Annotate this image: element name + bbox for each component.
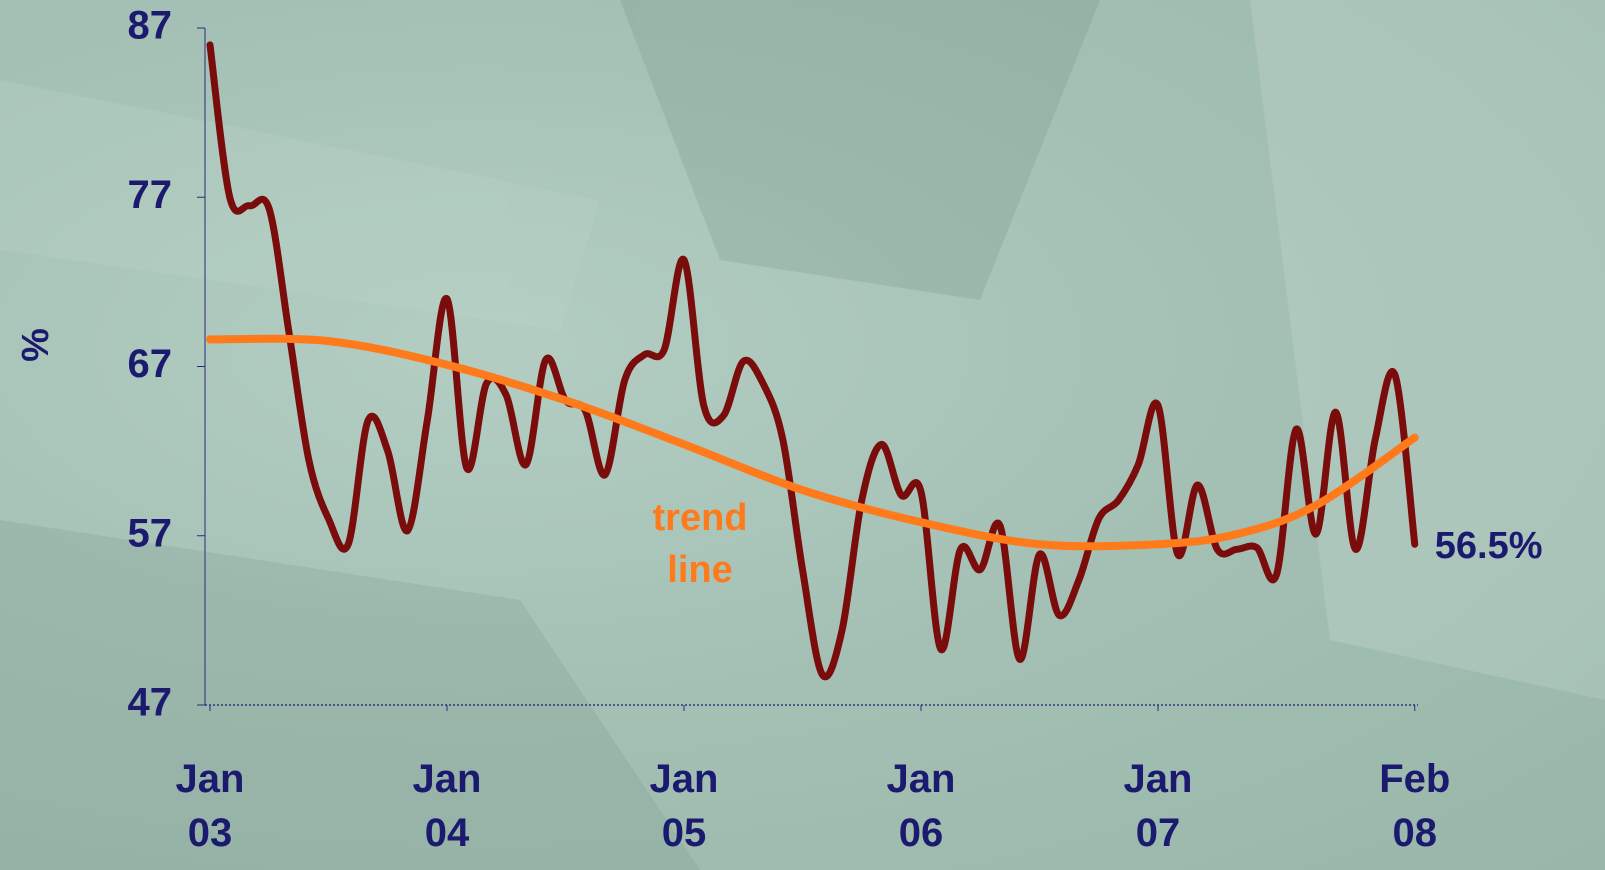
x-tick-label: Jan 04 <box>402 752 492 860</box>
y-tick-label: 67 <box>128 342 173 386</box>
value-label: 56.5% <box>1435 525 1543 567</box>
y-tick-label: 47 <box>128 681 173 725</box>
x-tick-label: Jan 06 <box>876 752 966 860</box>
y-tick-label: 87 <box>128 4 173 48</box>
trend-line <box>210 339 1415 547</box>
x-tick-label: Jan 05 <box>639 752 729 860</box>
y-tick-label: 57 <box>128 511 173 555</box>
y-axis-title: % <box>15 328 57 362</box>
chart: % 47 57 67 77 87 56.5% <box>0 0 1605 870</box>
y-tick-label: 77 <box>128 173 173 217</box>
x-tick-label: Feb 08 <box>1370 752 1460 860</box>
x-tick-label: Jan 07 <box>1113 752 1203 860</box>
trend-line-label: trend line <box>630 492 770 596</box>
x-tick-label: Jan 03 <box>165 752 255 860</box>
chart-page: % 47 57 67 77 87 56.5% Jan 03 Jan 04 Jan 05 Jan … <box>0 0 1605 870</box>
background-texture <box>0 0 1605 870</box>
